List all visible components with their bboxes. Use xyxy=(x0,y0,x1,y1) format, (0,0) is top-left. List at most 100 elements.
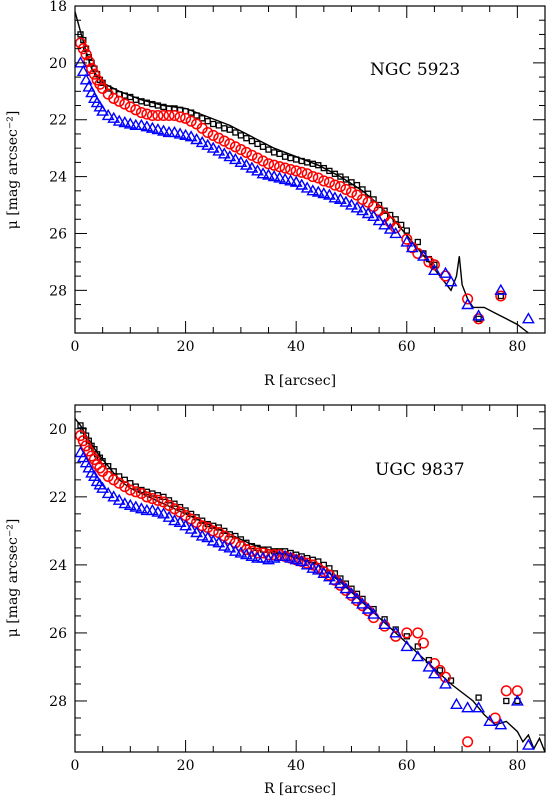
panel-2-triangle-point xyxy=(411,650,425,662)
panel-2-frame xyxy=(74,404,546,753)
panel-2-triangle-point xyxy=(217,539,231,551)
panel-1-triangle-point xyxy=(173,127,187,139)
panel-2-x-tick-label: 80 xyxy=(508,758,526,774)
panel-1-y-tick-label: 24 xyxy=(49,170,67,186)
panel-1-triangle-point xyxy=(311,185,325,197)
panel-1-triangle-point xyxy=(123,117,137,129)
panel-2-triangle-point xyxy=(389,626,403,638)
panel-2-data-layer xyxy=(74,418,546,753)
panel-2-triangle-point xyxy=(494,718,508,730)
panel-2-circle-point xyxy=(108,474,120,486)
panel-1-triangle-point xyxy=(521,312,535,324)
panel-1-triangle-point xyxy=(145,121,159,133)
panel-1-triangle-point xyxy=(96,104,110,116)
panel-2-circle-point xyxy=(439,671,452,683)
panel-1-triangle-point xyxy=(107,111,121,123)
panel-2-circle-point xyxy=(224,533,236,545)
panel-2-triangle-point xyxy=(439,677,452,689)
panel-2-title: UGC 9837 xyxy=(375,460,465,480)
panel-2-square-point xyxy=(475,694,482,701)
panel-1-circle-point xyxy=(462,293,474,305)
panel-1-y-tick-label: 22 xyxy=(49,113,67,129)
panel-1-triangle-point xyxy=(184,130,198,142)
panel-2-triangle-point xyxy=(427,667,441,679)
panel-2-triangle-point xyxy=(234,546,248,558)
panel-1-triangle-point xyxy=(284,174,298,186)
panel-2-square-point xyxy=(105,463,112,470)
panel-1-square-point xyxy=(215,122,222,129)
panel-1-triangle-point xyxy=(179,128,193,140)
panel-1-circle-point xyxy=(141,108,153,120)
panel-1-triangle-point xyxy=(317,187,331,199)
panel-1-triangle-point xyxy=(168,125,181,138)
panel-1-triangle-point xyxy=(234,155,248,167)
panel-2-triangle-point xyxy=(118,497,132,509)
panel-1-triangle-point xyxy=(239,158,253,170)
panel-1-triangle-point xyxy=(157,124,170,136)
panel-2-y-tick-label: 22 xyxy=(49,490,67,506)
panel-1-circle-point xyxy=(235,144,247,156)
panel-1-circle-point xyxy=(174,111,186,123)
panel-1-triangle-point xyxy=(76,64,90,76)
panel-1-triangle-point xyxy=(400,235,414,247)
panel-2-triangle-point xyxy=(228,544,242,556)
panel-2-circle-point xyxy=(168,503,181,515)
panel-2-triangle-point xyxy=(134,502,148,514)
panel-1-circle-point xyxy=(423,256,435,268)
panel-1-triangle-point xyxy=(118,115,132,128)
panel-1-triangle-point xyxy=(251,164,264,176)
panel-2-triangle-point xyxy=(245,549,259,561)
panel-1-circle-point xyxy=(135,107,147,119)
panel-2-circle-point xyxy=(94,462,106,474)
panel-1-circle-point xyxy=(88,68,100,80)
panel-2-x-axis-label: R [arcsec] xyxy=(264,781,336,797)
panel-2-circle-point xyxy=(412,627,424,639)
panel-1-circle-point xyxy=(86,63,98,75)
panel-1-circle-point xyxy=(97,82,109,95)
panel-1-y-tick-label: 26 xyxy=(49,226,67,242)
panel-1-triangle-point xyxy=(328,191,342,203)
panel-1-triangle-point xyxy=(378,218,392,230)
panel-2-triangle-point xyxy=(184,522,198,534)
panel-1-x-tick-label: 40 xyxy=(287,339,305,355)
panel-2-triangle-point xyxy=(112,493,126,505)
panel-1-triangle-point xyxy=(223,150,237,162)
panel-2-ticks: 0 20 40 60 80 20 22 24 26 28 xyxy=(49,405,546,774)
panel-1-square-point xyxy=(237,132,245,139)
panel-1-triangle-point xyxy=(322,188,336,200)
panel-2-triangle-point xyxy=(239,548,253,560)
panel-1-triangle-point xyxy=(416,249,430,261)
panel-1-ticks: 0 20 40 60 80 18 20 22 24 26 28 xyxy=(49,0,546,355)
panel-2-triangle-point xyxy=(317,566,331,578)
panel-2-circle-point xyxy=(113,477,125,489)
panel-1-square-point xyxy=(259,143,267,150)
panel-2-triangle-point xyxy=(510,694,524,706)
panel-1-y-tick-label: 20 xyxy=(49,56,67,72)
panel-2-triangle-point xyxy=(339,582,353,594)
panel-2-square-point xyxy=(182,507,189,514)
panel-2-triangle-point xyxy=(295,554,309,567)
panel-2-triangle-point xyxy=(107,490,121,502)
panel-1-square-point xyxy=(265,146,272,153)
panel-2-triangle-point xyxy=(195,529,209,541)
panel-2-triangle-point xyxy=(311,563,325,575)
panel-2-x-tick-label: 40 xyxy=(287,758,305,774)
panel-1-circle-point xyxy=(152,109,164,122)
panel-2-triangle-point xyxy=(306,561,320,573)
panel-2-triangle-point xyxy=(157,507,170,519)
panel-1-triangle-point xyxy=(101,108,115,121)
panel-1-square-point xyxy=(80,36,87,44)
panel-1-triangle-point xyxy=(427,263,441,275)
panel-2-triangle-point xyxy=(289,553,303,565)
panel-1-x-tick-label: 20 xyxy=(177,339,195,355)
panel-1-triangle-point xyxy=(345,198,358,210)
panel-1-triangle-point xyxy=(112,114,126,126)
panel-2-circle-point xyxy=(379,620,391,632)
panel-1-circle-point xyxy=(130,104,142,116)
panel-2-y-tick-label: 20 xyxy=(49,422,67,438)
panel-2-circle-point xyxy=(462,736,474,748)
panel-1-circle-point xyxy=(218,135,230,147)
panel-1-square-point xyxy=(243,135,250,142)
panel-1-triangle-point xyxy=(85,86,99,98)
